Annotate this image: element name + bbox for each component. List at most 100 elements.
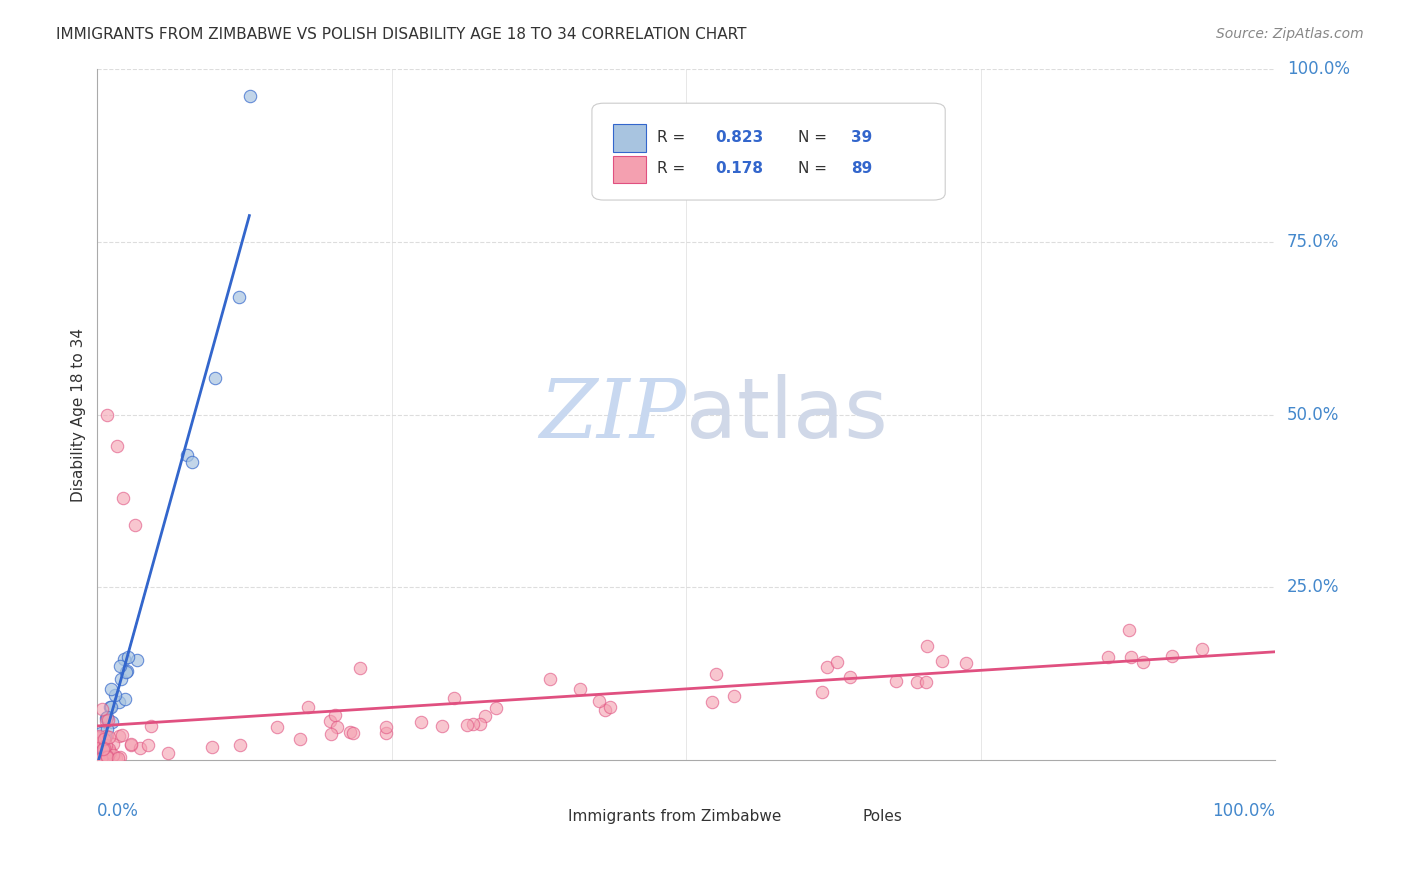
Point: [96, 743, 118, 757]
Text: 0.0%: 0.0%: [97, 802, 139, 820]
Point: [101, 748, 124, 763]
Point: [96, 750, 118, 764]
Point: [907, 674, 929, 689]
Point: [229, 738, 252, 752]
Bar: [538, 797, 560, 819]
Text: 75.0%: 75.0%: [1286, 233, 1339, 251]
Point: [87, 730, 110, 744]
Text: 0.823: 0.823: [716, 130, 763, 145]
Point: [97, 747, 120, 762]
Point: [117, 650, 139, 665]
Point: [94, 731, 117, 745]
Point: [115, 665, 138, 680]
Point: [319, 714, 342, 728]
Point: [120, 737, 142, 751]
Text: Immigrants from Zimbabwe: Immigrants from Zimbabwe: [568, 809, 782, 824]
Point: [540, 672, 562, 686]
Point: [87, 738, 110, 752]
Point: [141, 719, 163, 733]
Point: [110, 750, 132, 764]
Point: [593, 703, 616, 717]
Text: R =: R =: [657, 130, 690, 145]
Point: [90, 735, 112, 749]
Point: [815, 660, 838, 674]
Point: [1161, 648, 1184, 663]
Point: [112, 652, 135, 666]
Point: [568, 682, 591, 697]
Point: [96, 408, 118, 422]
Point: [90, 702, 112, 716]
Point: [107, 729, 129, 743]
Point: [884, 673, 907, 688]
Point: [112, 491, 135, 505]
Point: [127, 653, 149, 667]
Text: IMMIGRANTS FROM ZIMBABWE VS POLISH DISABILITY AGE 18 TO 34 CORRELATION CHART: IMMIGRANTS FROM ZIMBABWE VS POLISH DISAB…: [56, 27, 747, 42]
Point: [201, 739, 224, 754]
Point: [266, 720, 288, 734]
Point: [204, 371, 226, 385]
Point: [87, 753, 110, 767]
Text: 25.0%: 25.0%: [1286, 578, 1339, 597]
Text: Source: ZipAtlas.com: Source: ZipAtlas.com: [1216, 27, 1364, 41]
Text: N =: N =: [799, 161, 832, 177]
Point: [87, 753, 110, 767]
Point: [599, 699, 621, 714]
Text: ZIP: ZIP: [540, 375, 686, 455]
Point: [110, 672, 132, 686]
Point: [91, 745, 114, 759]
Point: [104, 688, 127, 702]
Point: [93, 731, 115, 746]
Point: [93, 741, 115, 756]
Point: [96, 749, 118, 764]
Point: [98, 745, 121, 759]
Point: [96, 710, 118, 724]
Point: [114, 692, 136, 706]
Point: [702, 696, 724, 710]
Point: [297, 700, 319, 714]
Point: [94, 729, 117, 743]
Text: Poles: Poles: [863, 809, 903, 824]
Point: [93, 737, 115, 751]
Point: [111, 728, 134, 742]
Point: [228, 290, 250, 304]
Point: [474, 709, 496, 723]
Point: [485, 700, 508, 714]
Point: [87, 753, 110, 767]
Point: [115, 664, 138, 678]
Point: [105, 439, 128, 453]
Point: [87, 750, 110, 764]
Point: [156, 746, 179, 760]
Point: [108, 695, 131, 709]
Text: atlas: atlas: [686, 374, 887, 455]
Point: [107, 751, 129, 765]
Point: [463, 717, 485, 731]
Point: [97, 741, 120, 756]
Point: [103, 737, 125, 751]
Point: [1097, 649, 1119, 664]
Point: [588, 694, 610, 708]
Point: [100, 681, 122, 696]
Point: [375, 720, 398, 734]
Point: [89, 753, 111, 767]
Point: [239, 89, 262, 103]
Point: [87, 750, 110, 764]
Point: [124, 518, 146, 533]
Point: [128, 740, 150, 755]
FancyBboxPatch shape: [592, 103, 945, 200]
Point: [89, 735, 111, 749]
Point: [723, 689, 745, 703]
Bar: [613, 124, 647, 152]
Point: [136, 739, 159, 753]
Point: [915, 640, 938, 654]
Point: [97, 713, 120, 727]
Point: [323, 708, 346, 723]
Point: [87, 753, 110, 767]
Point: [90, 735, 112, 749]
Point: [87, 752, 110, 766]
Y-axis label: Disability Age 18 to 34: Disability Age 18 to 34: [72, 327, 86, 501]
Point: [94, 730, 117, 744]
Point: [94, 711, 117, 725]
Point: [374, 726, 396, 740]
Point: [838, 670, 860, 684]
Text: R =: R =: [657, 161, 690, 177]
